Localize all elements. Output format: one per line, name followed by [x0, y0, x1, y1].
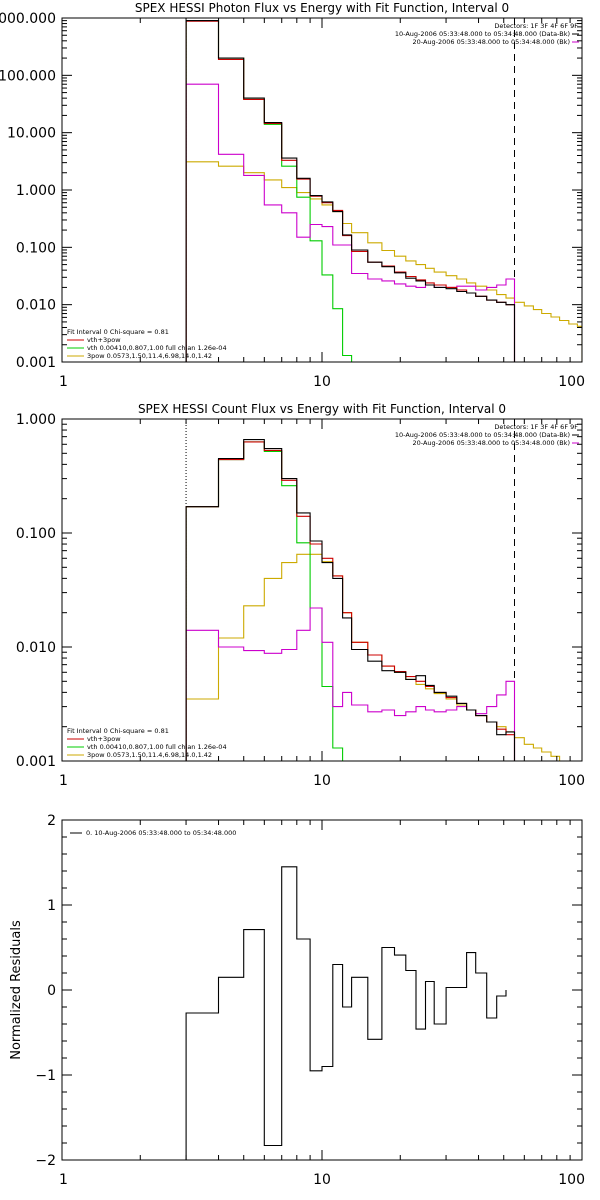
- legend-tr-entry: 10-Aug-2006 05:33:48.000 to 05:34:48.000…: [395, 30, 570, 38]
- y-tick-label: −2: [35, 1153, 56, 1169]
- legend-bl-entry: 3pow 0.0573,1.50,11.4,6.98,14.0,1.42: [87, 751, 212, 759]
- series-vth-3pow: [185, 20, 516, 362]
- legend-tl-entry: 0. 10-Aug-2006 05:33:48.000 to 05:34:48.…: [86, 829, 236, 837]
- y-tick-label: 0: [47, 983, 56, 999]
- legend-bl-entry: Fit Interval 0 Chi-square = 0.81: [67, 328, 169, 336]
- legend-bl-entry: vth+3pow: [87, 735, 121, 743]
- x-tick-label: 100: [558, 773, 585, 789]
- legend-tr-entry: 20-Aug-2006 05:33:48.000 to 05:34:48.000…: [413, 439, 570, 447]
- chart-title: SPEX HESSI Count Flux vs Energy with Fit…: [138, 402, 506, 416]
- series-bk: [185, 83, 516, 362]
- chart-title: SPEX HESSI Photon Flux vs Energy with Fi…: [135, 1, 509, 15]
- series-vth-3pow: [185, 441, 516, 761]
- legend-tr-entry: Detectors: 1F 3F 4F 6F 9F: [494, 423, 578, 431]
- legend-tr-entry: Detectors: 1F 3F 4F 6F 9F: [494, 22, 578, 30]
- y-axis-label: Normalized Residuals: [9, 920, 24, 1060]
- plot-frame: [61, 17, 583, 363]
- x-tick-label: 10: [313, 1172, 331, 1188]
- x-tick-label: 1: [59, 1172, 68, 1188]
- plot-area: [185, 866, 507, 1160]
- plot-area: [185, 18, 582, 362]
- series-bk: [185, 607, 516, 761]
- y-tick-label: 1: [47, 898, 56, 914]
- legend-tr-entry: 20-Aug-2006 05:33:48.000 to 05:34:48.000…: [413, 38, 570, 46]
- series-data-bk: [185, 20, 516, 362]
- series-vth: [185, 441, 352, 761]
- plot-frame: [61, 418, 583, 762]
- series-data-bk: [185, 439, 516, 761]
- plot-frame: [61, 819, 583, 1161]
- legend-tr-entry: 10-Aug-2006 05:33:48.000 to 05:34:48.000…: [395, 431, 570, 439]
- x-tick-label: 1: [59, 773, 68, 789]
- y-tick-label: 0.001: [16, 355, 56, 371]
- plot-area: [185, 419, 569, 761]
- y-tick-label: 0.010: [16, 640, 56, 656]
- panel-2: 1 10 100 1.000 0.100 0.010 0.001 SPEX HESSI Cou…: [16, 402, 585, 789]
- y-tick-label: 2: [47, 813, 56, 829]
- x-tick-label: 100: [558, 374, 585, 390]
- x-tick-label: 1: [59, 374, 68, 390]
- legend-bl-entry: 3pow 0.0573,1.50,11.4,6.98,14.0,1.42: [87, 352, 212, 360]
- y-tick-label: 100.000: [0, 68, 56, 84]
- legend-bl-entry: Fit Interval 0 Chi-square = 0.81: [67, 727, 169, 735]
- x-tick-label: 10: [313, 773, 331, 789]
- legend-bl-entry: vth+3pow: [87, 336, 121, 344]
- legend-bl-entry: vth 0.00410,0.807,1.00 full chian 1.26e-…: [87, 743, 227, 751]
- x-tick-label: 100: [558, 1172, 585, 1188]
- x-tick-label: 10: [313, 374, 331, 390]
- y-tick-label: 0.001: [16, 754, 56, 770]
- series-3pow: [185, 161, 582, 362]
- y-tick-label: 0.010: [16, 298, 56, 314]
- y-tick-label: −1: [35, 1068, 56, 1084]
- y-tick-label: 1.000: [16, 183, 56, 199]
- series-vth: [185, 20, 368, 362]
- y-tick-label: 1.000: [16, 412, 56, 428]
- series-3pow: [185, 553, 569, 761]
- y-tick-label: 0.100: [16, 240, 56, 256]
- y-tick-label: 10.000: [7, 126, 56, 142]
- legend-bl-entry: vth 0.00410,0.807,1.00 full chian 1.26e-…: [87, 344, 227, 352]
- series-residuals: [185, 866, 507, 1160]
- y-tick-label: 0.100: [16, 526, 56, 542]
